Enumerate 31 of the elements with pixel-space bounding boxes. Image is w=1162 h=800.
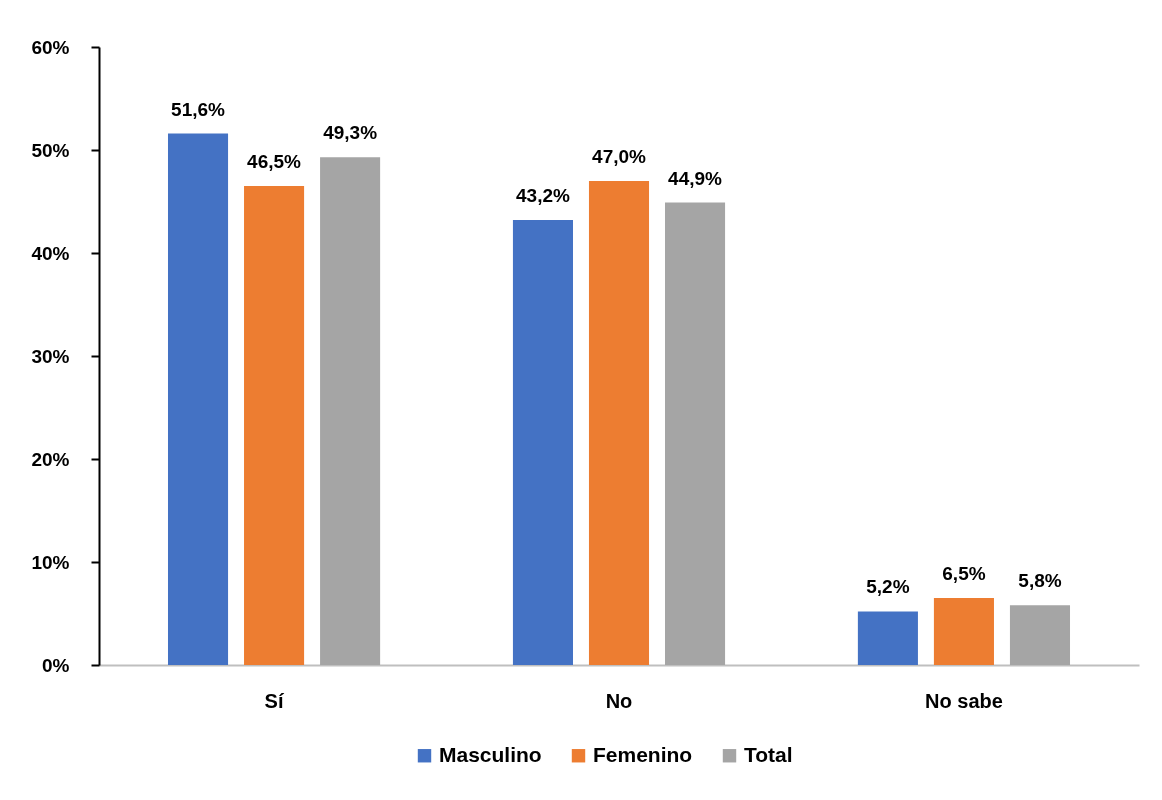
data-label: 6,5%: [942, 563, 986, 585]
data-label: 44,9%: [668, 167, 723, 189]
data-label: 47,0%: [592, 145, 647, 167]
bar: [857, 611, 918, 665]
y-tick-label: 50%: [31, 139, 70, 161]
bar: [320, 157, 381, 665]
legend-label: Total: [744, 742, 793, 766]
bar: [933, 598, 994, 665]
bar: [512, 220, 573, 665]
bar: [1009, 605, 1071, 665]
bar: [244, 186, 305, 665]
bar: [665, 202, 726, 665]
x-tick-label: No sabe: [925, 689, 1003, 712]
x-tick-label: Sí: [264, 689, 285, 712]
y-tick-label: 20%: [31, 448, 70, 470]
data-label: 5,8%: [1018, 570, 1062, 592]
data-label: 51,6%: [171, 98, 226, 120]
legend-label: Masculino: [439, 742, 542, 766]
y-tick-label: 60%: [31, 36, 70, 58]
bar: [167, 133, 229, 665]
bar: [588, 180, 650, 665]
x-tick-label: No: [605, 689, 633, 712]
y-tick-label: 10%: [31, 551, 70, 573]
data-label: 5,2%: [866, 576, 910, 598]
y-tick-label: 40%: [31, 242, 70, 264]
data-label: 43,2%: [516, 185, 571, 207]
legend-label: Femenino: [593, 742, 693, 766]
y-tick-label: 30%: [31, 345, 70, 367]
y-tick-label: 0%: [42, 654, 70, 676]
data-label: 46,5%: [247, 151, 302, 173]
data-label: 49,3%: [323, 122, 378, 144]
